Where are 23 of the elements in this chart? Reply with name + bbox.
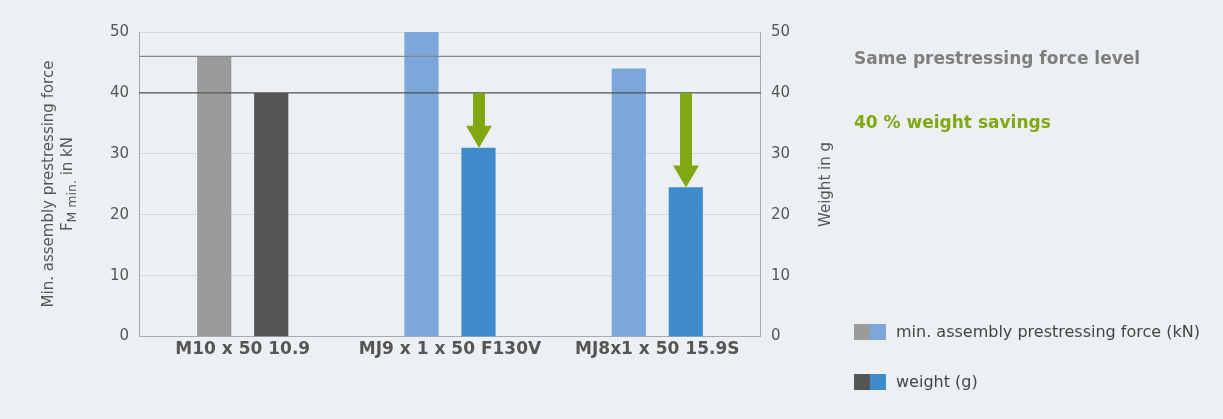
legend-label: weight (g): [896, 372, 978, 391]
y2-tick-label: 30: [770, 143, 791, 162]
y2-tick-label: 20: [770, 204, 791, 223]
text: Same prestressing force level: [854, 48, 1141, 68]
x-tick-label: M10 x 50 10.9: [175, 338, 311, 359]
y-tick-label: 0: [119, 326, 130, 345]
y2-tick-label: 40: [770, 82, 791, 101]
y-tick-label: 40: [109, 82, 130, 101]
y2-tick-label: 10: [770, 265, 791, 284]
y-tick-label: 10: [109, 265, 130, 284]
x-tick-label: MJ8x1 x 50 15.9S: [575, 338, 740, 359]
y-tick-label: 30: [109, 143, 130, 162]
y2-tick-label: 50: [770, 21, 791, 40]
y-tick-label: 50: [109, 21, 130, 40]
text: 40 % weight savings: [854, 112, 1051, 132]
y-tick-label: 20: [109, 204, 130, 223]
bar: [197, 56, 232, 337]
y2-tick-label: 0: [770, 326, 781, 345]
bar: [404, 32, 439, 337]
legend-label: min. assembly prestressing force (kN): [896, 322, 1200, 341]
x-tick-label: MJ9 x 1 x 50 F130V: [358, 338, 543, 359]
bar: [611, 68, 646, 337]
y2-axis-title: Weight in g: [816, 141, 836, 227]
